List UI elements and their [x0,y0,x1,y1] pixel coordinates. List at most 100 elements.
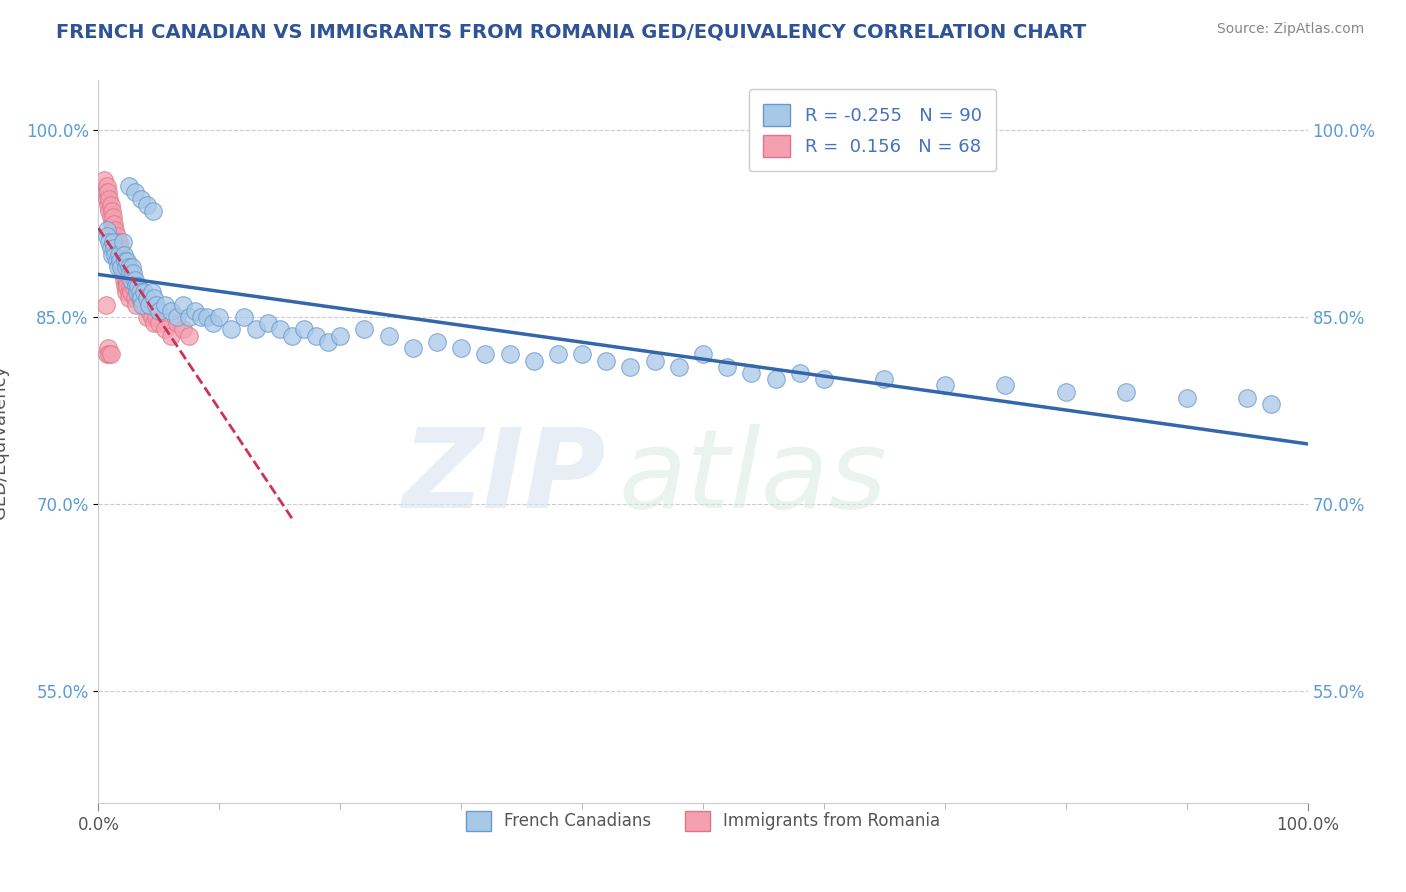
Point [100,211,122,225]
Point [281,328,304,343]
Point [184,303,207,318]
Point [474,347,496,361]
Legend: French Canadians, Immigrants from Romania: French Canadians, Immigrants from Romani… [460,805,946,838]
Point [121,260,143,274]
Point [100,242,122,256]
Point [1260,397,1282,411]
Text: Source: ZipAtlas.com: Source: ZipAtlas.com [1216,22,1364,37]
Point [96,192,118,206]
Point [256,316,278,330]
Point [111,254,134,268]
Point [1236,391,1258,405]
Point [105,229,128,244]
Point [110,260,132,274]
Point [129,285,152,299]
Point [142,204,165,219]
Point [245,322,267,336]
Point [120,285,142,299]
Point [498,347,520,361]
Point [134,285,156,299]
Point [148,303,170,318]
Point [115,285,138,299]
Point [160,328,183,343]
Point [108,254,131,268]
Point [716,359,738,374]
Point [118,278,141,293]
Point [108,248,131,262]
Point [108,254,131,268]
Point [105,242,128,256]
Point [135,198,157,212]
Point [118,266,141,280]
Point [127,278,149,293]
Point [145,310,167,324]
Text: ZIP: ZIP [402,425,606,531]
Point [114,266,136,280]
Point [101,223,124,237]
Point [692,347,714,361]
Point [292,322,315,336]
Point [101,235,124,250]
Point [179,328,201,343]
Point [117,278,139,293]
Point [104,248,127,262]
Point [134,297,156,311]
Point [103,229,125,244]
Point [93,173,115,187]
Point [305,328,328,343]
Point [148,316,170,330]
Point [118,260,141,274]
Point [127,278,149,293]
Point [131,291,153,305]
Point [160,303,183,318]
Point [98,347,121,361]
Point [118,179,141,194]
Point [353,322,375,336]
Point [98,204,121,219]
Point [101,211,124,225]
Point [547,347,569,361]
Point [994,378,1017,392]
Point [221,322,243,336]
Point [765,372,787,386]
Point [571,347,593,361]
Point [122,278,145,293]
Point [141,285,163,299]
Point [934,378,956,392]
Point [316,334,339,349]
Point [138,297,160,311]
Point [96,179,118,194]
Point [523,353,546,368]
Point [172,322,194,336]
Point [1054,384,1077,399]
Point [122,266,145,280]
Point [208,310,231,324]
Point [111,266,134,280]
Point [128,291,150,305]
Point [96,223,118,237]
Point [129,192,152,206]
Point [112,272,135,286]
Point [107,235,129,250]
Point [120,272,142,286]
Point [595,353,617,368]
Point [103,242,125,256]
Point [110,248,132,262]
Y-axis label: GED/Equivalency: GED/Equivalency [0,365,8,518]
Point [115,260,138,274]
Point [97,186,120,200]
Point [111,235,134,250]
Point [96,229,118,244]
Point [115,272,138,286]
Point [179,310,201,324]
Point [124,291,146,305]
Point [94,297,117,311]
Point [329,328,352,343]
Point [97,341,120,355]
Point [166,316,188,330]
Point [129,291,152,305]
Point [269,322,291,336]
Point [127,285,149,299]
Point [103,217,125,231]
Point [108,248,131,262]
